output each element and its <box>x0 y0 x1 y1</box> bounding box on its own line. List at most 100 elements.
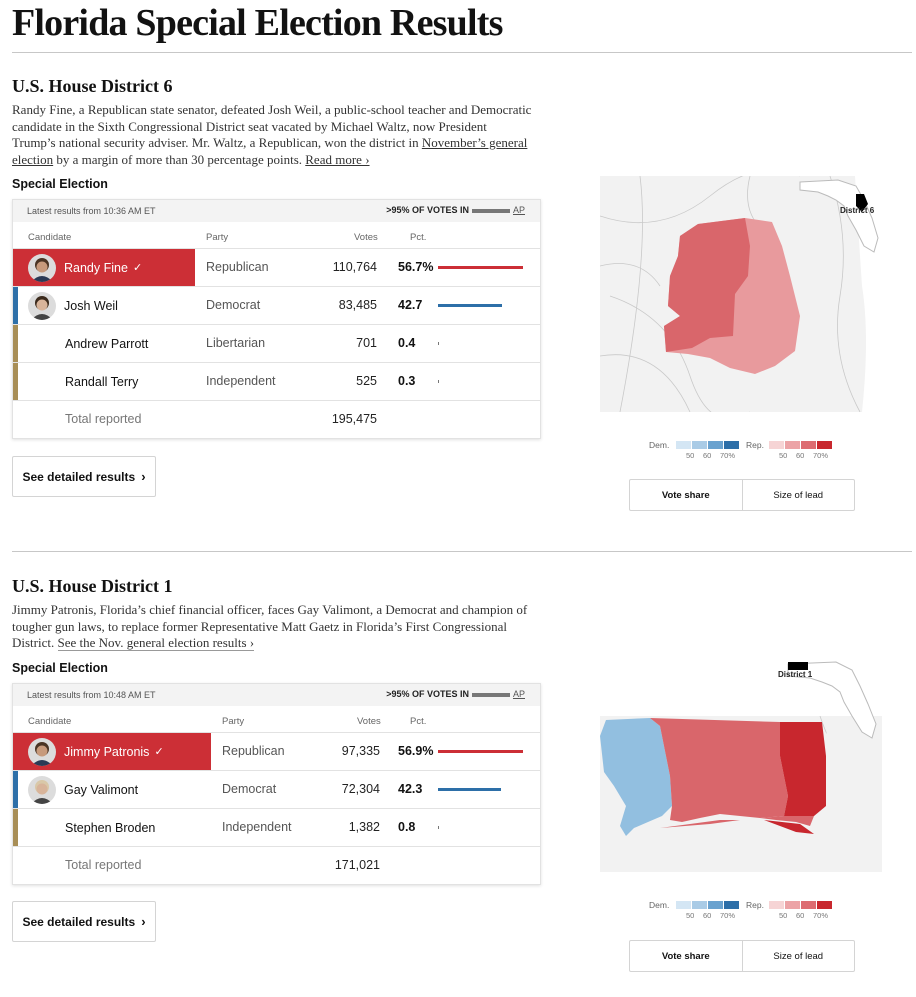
chevron-right-icon: › <box>141 469 146 484</box>
candidate-row: Josh Weil Democrat 83,485 42.7 <box>13 287 540 325</box>
size-of-lead-toggle[interactable]: Size of lead <box>773 950 824 962</box>
read-more-link[interactable]: Read more › <box>305 151 370 167</box>
legend-tick: 60 <box>796 451 805 460</box>
candidate-row: Randy Fine ✓ Republican 110,764 56.7% <box>13 249 540 287</box>
candidate-pct: 0.3 <box>398 374 416 388</box>
total-row: Total reported 195,475 <box>13 401 540 438</box>
results-meta: Latest results from 10:36 AM ET >95% OF … <box>13 200 540 222</box>
total-votes: 195,475 <box>331 412 377 426</box>
legend-tick: 50 <box>686 911 695 920</box>
source-link[interactable]: AP <box>512 205 525 215</box>
chevron-right-icon: › <box>141 914 146 929</box>
candidate-pct: 42.3 <box>398 782 423 796</box>
detailed-results-button[interactable]: See detailed results › <box>12 456 156 497</box>
candidate-name: Gay Valimont <box>64 782 139 797</box>
col-party: Party <box>206 232 229 243</box>
race-title: U.S. House District 1 <box>12 576 173 596</box>
legend-tick: 50 <box>779 911 788 920</box>
source-link[interactable]: AP <box>512 689 525 699</box>
candidate-party: Independent <box>222 820 292 834</box>
vote-share-bar <box>438 304 503 307</box>
candidate-pct: 42.7 <box>398 298 423 312</box>
legend-tick: 60 <box>703 911 712 920</box>
candidate-row: Jimmy Patronis ✓ Republican 97,335 56.9% <box>13 733 540 771</box>
legend-tick: 70% <box>813 911 829 920</box>
table-header: Candidate Party Votes Pct. <box>13 222 540 249</box>
total-row: Total reported 171,021 <box>13 847 540 884</box>
district-map[interactable] <box>600 176 882 412</box>
district-map[interactable] <box>600 716 882 872</box>
vote-share-toggle[interactable]: Vote share <box>630 480 743 510</box>
vote-share-toggle[interactable]: Vote share <box>630 941 743 971</box>
party-stripe <box>13 771 18 808</box>
candidate-name: Andrew Parrott <box>65 336 149 351</box>
vote-share-bar <box>438 788 502 791</box>
party-stripe <box>13 809 18 846</box>
legend-dem-swatch <box>724 441 739 449</box>
race-title: U.S. House District 6 <box>12 76 173 96</box>
candidate-photo <box>28 253 56 282</box>
candidate-pct: 0.4 <box>398 336 416 350</box>
total-label: Total reported <box>65 858 142 872</box>
reporting-status: >95% OF VOTES IN AP <box>386 205 525 215</box>
candidate-pct: 56.9% <box>398 744 434 758</box>
candidate-photo <box>28 737 56 766</box>
legend-dem-swatch <box>724 901 739 909</box>
col-pct: Pct. <box>410 232 427 243</box>
legend-tick: 70% <box>813 451 829 460</box>
candidate-name: Randy Fine <box>64 260 128 275</box>
total-label: Total reported <box>65 412 142 426</box>
general-election-link[interactable]: See the Nov. general election results › <box>57 635 255 651</box>
candidate-votes: 701 <box>356 336 377 350</box>
party-stripe <box>13 325 18 362</box>
legend-dem-swatch <box>676 901 691 909</box>
district-label: District 6 <box>840 206 875 215</box>
last-updated: Latest results from 10:48 AM ET <box>27 690 156 700</box>
legend-rep-swatch <box>801 901 816 909</box>
florida-inset-map <box>799 179 879 253</box>
legend-rep-swatch <box>769 441 784 449</box>
detailed-results-button[interactable]: See detailed results › <box>12 901 156 942</box>
candidate-row: Stephen Broden Independent 1,382 0.8 <box>13 809 540 847</box>
legend-rep-swatch <box>817 441 832 449</box>
results-meta: Latest results from 10:48 AM ET >95% OF … <box>13 684 540 706</box>
table-header: Candidate Party Votes Pct. <box>13 706 540 733</box>
candidate-row: Randall Terry Independent 525 0.3 <box>13 363 540 401</box>
election-type-label: Special Election <box>12 661 108 675</box>
candidate-row: Andrew Parrott Libertarian 701 0.4 <box>13 325 540 363</box>
legend-dem-swatch <box>676 441 691 449</box>
candidate-pct: 56.7% <box>398 260 434 274</box>
col-votes: Votes <box>357 716 381 727</box>
candidate-party: Republican <box>222 744 285 758</box>
last-updated: Latest results from 10:36 AM ET <box>27 206 156 216</box>
size-of-lead-toggle[interactable]: Size of lead <box>773 489 824 501</box>
candidate-votes: 97,335 <box>341 744 380 758</box>
legend-rep-label: Rep. <box>746 900 764 910</box>
general-election-link[interactable]: November’s general election <box>12 135 528 167</box>
total-votes: 171,021 <box>334 858 380 872</box>
reporting-status: >95% OF VOTES IN AP <box>386 689 525 699</box>
divider <box>12 52 912 53</box>
candidate-party: Republican <box>206 260 269 274</box>
legend-dem-swatch <box>692 441 707 449</box>
party-stripe <box>13 287 18 324</box>
legend-rep-label: Rep. <box>746 440 764 450</box>
election-type-label: Special Election <box>12 177 108 191</box>
winner-check-icon: ✓ <box>154 746 164 758</box>
divider <box>12 551 912 552</box>
vote-share-bar <box>438 342 439 345</box>
district-label: District 1 <box>778 670 813 679</box>
candidate-votes: 110,764 <box>332 260 377 274</box>
candidate-name: Randall Terry <box>65 374 139 389</box>
legend-dem-label: Dem. <box>649 440 670 450</box>
candidate-name: Jimmy Patronis <box>64 744 150 759</box>
candidate-votes: 83,485 <box>338 298 377 312</box>
col-votes: Votes <box>354 232 378 243</box>
reporting-bar <box>471 692 510 697</box>
candidate-pct: 0.8 <box>398 820 416 834</box>
legend-dem-swatch <box>708 441 723 449</box>
vote-share-bar <box>438 380 439 383</box>
map-mode-toggle: Vote share Size of lead <box>629 479 855 511</box>
reporting-bar <box>471 208 510 213</box>
results-table: Latest results from 10:36 AM ET >95% OF … <box>12 199 541 439</box>
